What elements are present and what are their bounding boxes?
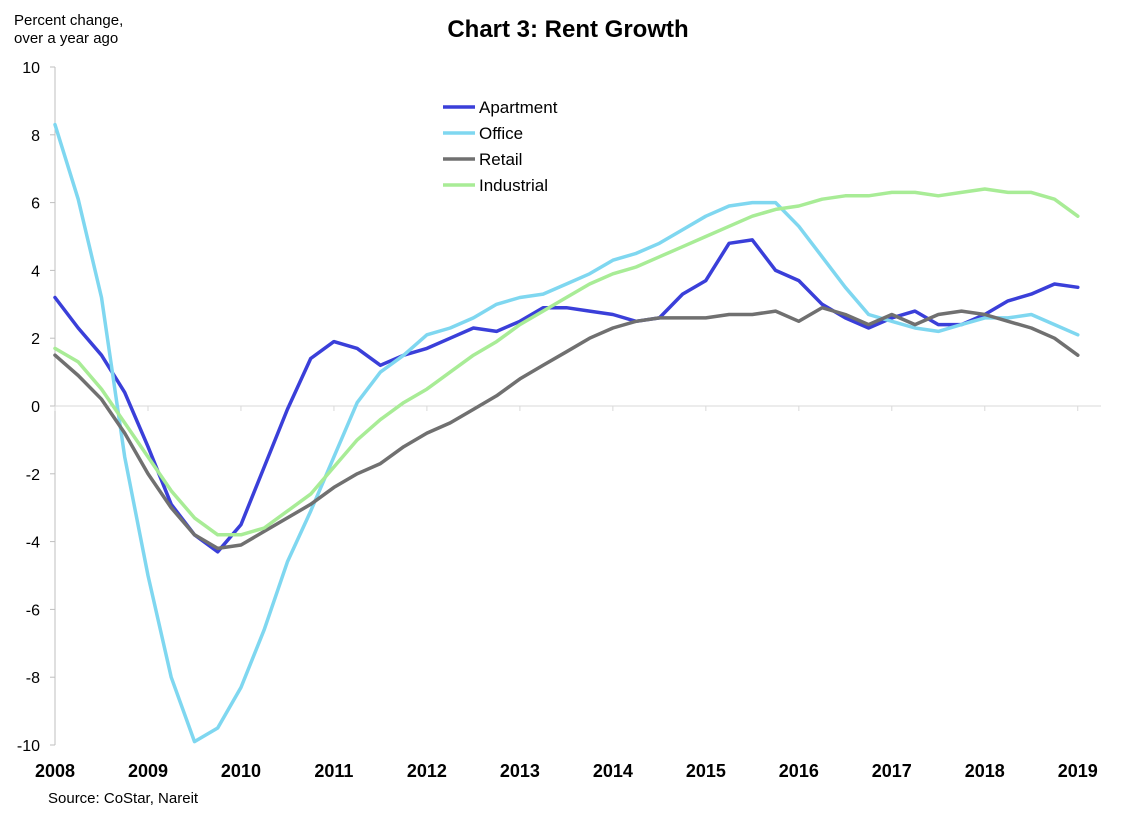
y-tick-label: -10 xyxy=(17,738,40,755)
x-tick-label: 2012 xyxy=(407,761,447,781)
x-tick-label: 2009 xyxy=(128,761,168,781)
y-tick-label: 6 xyxy=(31,196,40,213)
x-tick-label: 2011 xyxy=(314,761,353,781)
series-line-retail xyxy=(53,305,1080,551)
series-line-office xyxy=(53,122,1080,744)
y-tick-label: -2 xyxy=(26,467,40,484)
x-tick-label: 2018 xyxy=(965,761,1005,781)
x-tick-label: 2017 xyxy=(872,761,912,781)
y-axis-label: Percent change, over a year ago xyxy=(14,12,123,48)
y-tick-label: 8 xyxy=(31,128,40,145)
y-tick-label: 0 xyxy=(31,399,40,416)
series-line-industrial xyxy=(53,187,1080,537)
legend-label-office: Office xyxy=(479,124,523,143)
y-tick-label: 2 xyxy=(31,331,40,348)
y-tick-label: 10 xyxy=(22,60,40,77)
legend-label-retail: Retail xyxy=(479,150,522,169)
x-tick-label: 2014 xyxy=(593,761,633,781)
x-tick-label: 2015 xyxy=(686,761,726,781)
y-tick-label: -4 xyxy=(26,535,40,552)
y-tick-label: -6 xyxy=(26,602,40,619)
source-note: Source: CoStar, Nareit xyxy=(48,790,199,807)
y-axis-label-line-2: over a year ago xyxy=(14,30,119,47)
x-tick-label: 2019 xyxy=(1058,761,1098,781)
y-tick-label: -8 xyxy=(26,670,40,687)
x-tick-label: 2016 xyxy=(779,761,819,781)
chart-title: Chart 3: Rent Growth xyxy=(447,16,689,43)
x-tick-label: 2013 xyxy=(500,761,540,781)
x-tick-label: 2010 xyxy=(221,761,261,781)
y-tick-label: 4 xyxy=(31,263,40,280)
legend-label-industrial: Industrial xyxy=(479,176,548,195)
series-line-apartment xyxy=(53,238,1080,554)
x-tick-label: 2008 xyxy=(35,761,75,781)
legend-label-apartment: Apartment xyxy=(479,98,558,117)
y-axis-label-line-1: Percent change, xyxy=(14,12,124,29)
